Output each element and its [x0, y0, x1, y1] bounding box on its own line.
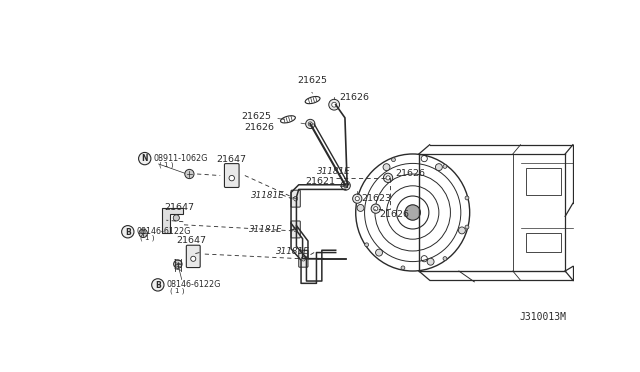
Circle shape — [341, 181, 350, 190]
Circle shape — [308, 122, 312, 126]
Circle shape — [332, 102, 337, 107]
Bar — [526, 168, 561, 195]
Text: 31181E: 31181E — [317, 167, 351, 176]
Circle shape — [355, 196, 359, 201]
Circle shape — [122, 225, 134, 238]
Circle shape — [191, 256, 196, 262]
Circle shape — [386, 176, 390, 180]
Text: 08146-6122G: 08146-6122G — [136, 227, 191, 236]
FancyBboxPatch shape — [291, 221, 300, 238]
Circle shape — [356, 196, 360, 200]
Text: B: B — [155, 281, 161, 290]
FancyBboxPatch shape — [225, 164, 239, 187]
Circle shape — [465, 225, 469, 229]
Circle shape — [376, 249, 383, 256]
Text: 08146-6122G: 08146-6122G — [166, 280, 221, 289]
Text: ( 1 ): ( 1 ) — [159, 161, 173, 168]
Text: 21625: 21625 — [241, 112, 271, 121]
Text: 31181E: 31181E — [276, 247, 310, 256]
Ellipse shape — [294, 196, 298, 201]
Bar — [526, 232, 561, 252]
Circle shape — [371, 204, 380, 213]
Circle shape — [374, 206, 378, 211]
Text: ( 1 ): ( 1 ) — [140, 235, 155, 241]
Polygon shape — [163, 208, 183, 232]
Text: 31181E: 31181E — [249, 225, 283, 234]
FancyBboxPatch shape — [299, 250, 308, 267]
Circle shape — [173, 260, 182, 268]
Circle shape — [427, 258, 434, 265]
Circle shape — [229, 176, 234, 181]
Circle shape — [152, 279, 164, 291]
Ellipse shape — [301, 256, 305, 261]
Circle shape — [392, 158, 396, 161]
Circle shape — [353, 194, 362, 203]
Text: 21625: 21625 — [297, 76, 327, 85]
Circle shape — [383, 164, 390, 171]
Circle shape — [139, 153, 151, 165]
Text: ( 1 ): ( 1 ) — [170, 288, 185, 294]
Circle shape — [306, 119, 315, 129]
Text: J310013M: J310013M — [520, 312, 566, 322]
Circle shape — [139, 229, 147, 238]
FancyBboxPatch shape — [186, 245, 200, 267]
Circle shape — [185, 169, 194, 179]
Text: 08911-1062G: 08911-1062G — [153, 154, 207, 163]
Circle shape — [357, 205, 364, 211]
Text: N: N — [141, 154, 148, 163]
Text: 21621: 21621 — [306, 177, 336, 186]
Text: 21626: 21626 — [340, 93, 369, 102]
Text: 21647: 21647 — [217, 155, 247, 164]
Circle shape — [383, 173, 393, 183]
Ellipse shape — [294, 227, 298, 232]
Text: B: B — [125, 228, 131, 237]
Circle shape — [365, 243, 369, 247]
Circle shape — [401, 266, 405, 270]
FancyBboxPatch shape — [291, 190, 300, 207]
Text: 21647: 21647 — [164, 203, 194, 212]
Circle shape — [435, 164, 442, 171]
Circle shape — [344, 183, 348, 187]
Circle shape — [465, 196, 469, 200]
Circle shape — [173, 215, 179, 221]
Text: 21623: 21623 — [361, 194, 391, 203]
Circle shape — [458, 227, 465, 234]
Circle shape — [443, 257, 447, 260]
Circle shape — [405, 205, 420, 220]
Text: 21626: 21626 — [396, 170, 426, 179]
Text: 21626: 21626 — [380, 209, 410, 218]
Text: 21626: 21626 — [244, 122, 274, 132]
Text: 31181E: 31181E — [250, 191, 284, 200]
Text: 21647: 21647 — [177, 236, 207, 245]
Circle shape — [443, 164, 447, 169]
Circle shape — [329, 99, 340, 110]
